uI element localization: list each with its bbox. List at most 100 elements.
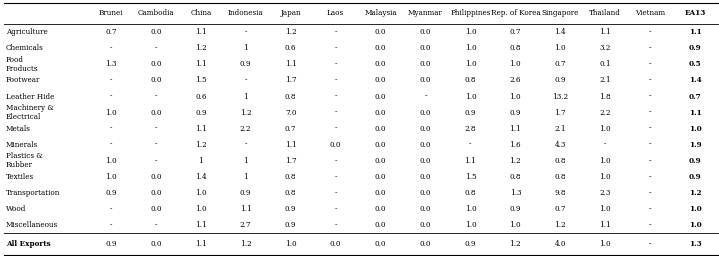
- Text: Rep. of Korea: Rep. of Korea: [490, 9, 540, 17]
- Text: 0.9: 0.9: [240, 60, 252, 68]
- Text: 2.7: 2.7: [240, 221, 252, 229]
- Text: 1.2: 1.2: [240, 109, 252, 116]
- Text: 1: 1: [243, 173, 248, 181]
- Text: 2.1: 2.1: [554, 125, 566, 133]
- Text: 0.9: 0.9: [285, 221, 296, 229]
- Text: -: -: [244, 77, 247, 84]
- Text: 0.1: 0.1: [600, 60, 611, 68]
- Text: Brunei: Brunei: [99, 9, 123, 17]
- Text: -: -: [649, 189, 651, 197]
- Text: 0.0: 0.0: [375, 141, 386, 149]
- Text: 2.2: 2.2: [240, 125, 252, 133]
- Text: -: -: [110, 44, 112, 52]
- Text: 0.6: 0.6: [195, 92, 206, 101]
- Text: 1.0: 1.0: [600, 125, 611, 133]
- Text: -: -: [649, 28, 651, 36]
- Text: 1.0: 1.0: [105, 109, 116, 116]
- Text: 0.0: 0.0: [420, 141, 431, 149]
- Text: -: -: [110, 205, 112, 213]
- Text: Vietnam: Vietnam: [635, 9, 665, 17]
- Text: 0.0: 0.0: [420, 221, 431, 229]
- Text: 0.9: 0.9: [510, 109, 521, 116]
- Text: -: -: [155, 44, 157, 52]
- Text: Machinery &
Electrical: Machinery & Electrical: [6, 104, 54, 121]
- Text: 1.0: 1.0: [195, 189, 206, 197]
- Text: -: -: [649, 44, 651, 52]
- Text: 0.9: 0.9: [285, 205, 296, 213]
- Text: 0.0: 0.0: [420, 60, 431, 68]
- Text: -: -: [649, 221, 651, 229]
- Text: 0.0: 0.0: [420, 125, 431, 133]
- Text: 0.0: 0.0: [150, 77, 162, 84]
- Text: 1.1: 1.1: [195, 28, 206, 36]
- Text: 1.0: 1.0: [600, 173, 611, 181]
- Text: 0.7: 0.7: [285, 125, 296, 133]
- Text: 0.0: 0.0: [420, 240, 431, 248]
- Text: 1.3: 1.3: [689, 240, 702, 248]
- Text: 1.8: 1.8: [600, 92, 611, 101]
- Text: 1.0: 1.0: [285, 240, 296, 248]
- Text: 1: 1: [243, 44, 248, 52]
- Text: Minerals: Minerals: [6, 141, 38, 149]
- Text: -: -: [334, 189, 336, 197]
- Text: 1.1: 1.1: [195, 60, 206, 68]
- Text: 1.0: 1.0: [689, 205, 702, 213]
- Text: 2.1: 2.1: [600, 77, 611, 84]
- Text: 1.7: 1.7: [554, 109, 566, 116]
- Text: 4.0: 4.0: [554, 240, 566, 248]
- Text: -: -: [244, 141, 247, 149]
- Text: Japan: Japan: [280, 9, 301, 17]
- Text: Thailand: Thailand: [590, 9, 621, 17]
- Text: -: -: [155, 157, 157, 165]
- Text: 0.0: 0.0: [375, 205, 386, 213]
- Text: 1.5: 1.5: [464, 173, 476, 181]
- Text: 0.7: 0.7: [105, 28, 116, 36]
- Text: 0.7: 0.7: [554, 60, 566, 68]
- Text: -: -: [424, 92, 426, 101]
- Text: Transportation: Transportation: [6, 189, 60, 197]
- Text: 0.0: 0.0: [420, 189, 431, 197]
- Text: -: -: [110, 77, 112, 84]
- Text: 0.0: 0.0: [375, 92, 386, 101]
- Text: 1.0: 1.0: [464, 44, 476, 52]
- Text: 0.5: 0.5: [689, 60, 702, 68]
- Text: -: -: [155, 125, 157, 133]
- Text: 0.9: 0.9: [464, 109, 476, 116]
- Text: Laos: Laos: [327, 9, 344, 17]
- Text: 0.8: 0.8: [285, 173, 296, 181]
- Text: -: -: [334, 44, 336, 52]
- Text: Myanmar: Myanmar: [408, 9, 443, 17]
- Text: -: -: [604, 141, 606, 149]
- Text: -: -: [334, 125, 336, 133]
- Text: 0.0: 0.0: [150, 189, 162, 197]
- Text: 0.9: 0.9: [105, 240, 116, 248]
- Text: 0.0: 0.0: [375, 125, 386, 133]
- Text: 0.0: 0.0: [375, 240, 386, 248]
- Text: 0.6: 0.6: [285, 44, 296, 52]
- Text: 0.7: 0.7: [554, 205, 566, 213]
- Text: 0.0: 0.0: [375, 44, 386, 52]
- Text: 2.3: 2.3: [600, 189, 611, 197]
- Text: 1.1: 1.1: [240, 205, 252, 213]
- Text: 1.3: 1.3: [105, 60, 116, 68]
- Text: -: -: [649, 77, 651, 84]
- Text: 0.9: 0.9: [240, 189, 252, 197]
- Text: Philippines: Philippines: [450, 9, 490, 17]
- Text: 0.0: 0.0: [420, 44, 431, 52]
- Text: 0.7: 0.7: [510, 28, 521, 36]
- Text: 0.9: 0.9: [105, 189, 116, 197]
- Text: 0.9: 0.9: [689, 173, 702, 181]
- Text: 1.4: 1.4: [554, 28, 566, 36]
- Text: 0.9: 0.9: [689, 157, 702, 165]
- Text: Leather Hide: Leather Hide: [6, 92, 54, 101]
- Text: -: -: [649, 60, 651, 68]
- Text: -: -: [649, 92, 651, 101]
- Text: 1: 1: [243, 157, 248, 165]
- Text: -: -: [334, 77, 336, 84]
- Text: 0.0: 0.0: [375, 221, 386, 229]
- Text: -: -: [649, 109, 651, 116]
- Text: 1.2: 1.2: [554, 221, 566, 229]
- Text: -: -: [649, 205, 651, 213]
- Text: -: -: [110, 141, 112, 149]
- Text: -: -: [649, 240, 651, 248]
